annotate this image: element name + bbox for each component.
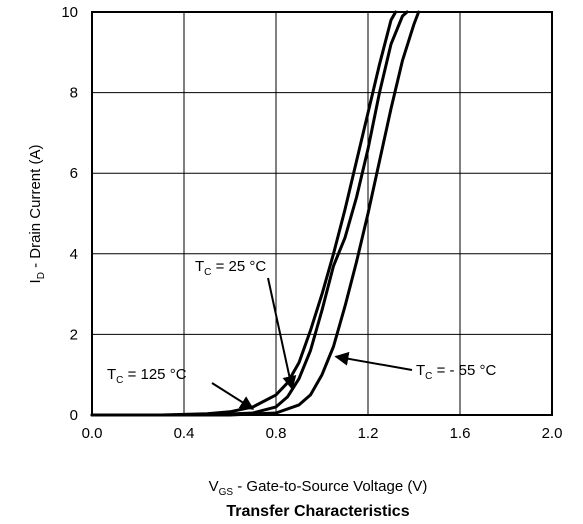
y-tick-label: 8 xyxy=(70,85,78,102)
series-line-2 xyxy=(90,10,421,417)
annotation-arrow xyxy=(334,351,413,371)
x-tick-label: 0.4 xyxy=(174,425,195,442)
annotation-label-125c: TC = 125 °C xyxy=(107,366,187,386)
annotation-label-25c: TC = 25 °C xyxy=(195,258,266,278)
annotation-arrows xyxy=(211,277,413,410)
annotation-label-minus55c: TC = - 55 °C xyxy=(416,362,497,382)
series-line-0 xyxy=(90,10,398,417)
y-tick-label: 10 xyxy=(61,4,78,21)
y-tick-labels: 0 2 4 6 8 10 xyxy=(61,4,78,424)
series-line-1 xyxy=(90,10,409,417)
x-tick-label: 2.0 xyxy=(542,425,563,442)
annotation-arrow xyxy=(211,382,255,410)
plot-frame xyxy=(91,11,553,416)
x-axis-label: VGS - Gate-to-Source Voltage (V) xyxy=(209,478,428,498)
annotation-arrow xyxy=(267,277,297,391)
y-tick-label: 6 xyxy=(70,165,78,182)
x-tick-label: 0.0 xyxy=(82,425,103,442)
y-tick-label: 0 xyxy=(70,407,78,424)
y-tick-label: 4 xyxy=(70,246,78,263)
y-tick-label: 2 xyxy=(70,326,78,343)
x-tick-labels: 0.0 0.4 0.8 1.2 1.6 2.0 xyxy=(82,425,563,442)
grid-lines xyxy=(91,11,553,416)
chart-title: Transfer Characteristics xyxy=(226,503,409,520)
series-lines xyxy=(90,10,421,417)
y-axis-label: ID - Drain Current (A) xyxy=(27,145,47,284)
x-tick-label: 0.8 xyxy=(266,425,287,442)
x-tick-label: 1.2 xyxy=(358,425,379,442)
x-tick-label: 1.6 xyxy=(450,425,471,442)
